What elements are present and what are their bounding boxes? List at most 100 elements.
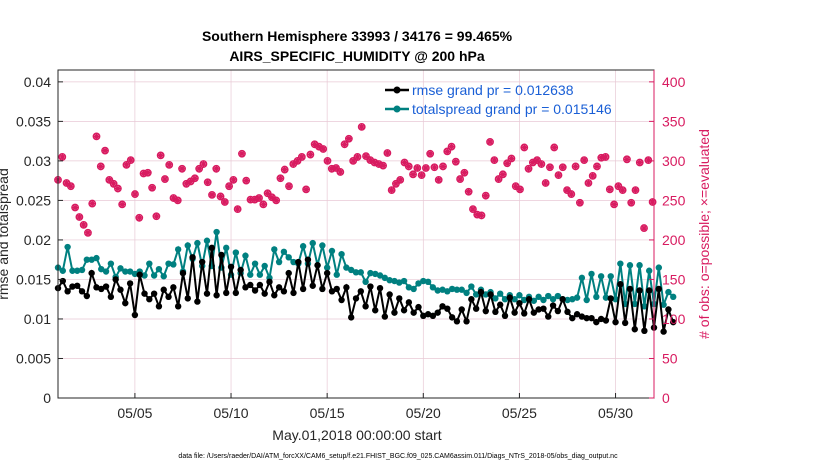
obs-count-point bbox=[417, 171, 426, 180]
obs-count-point bbox=[233, 205, 242, 214]
rmse-point bbox=[275, 284, 283, 291]
obs-count-point bbox=[131, 190, 139, 198]
obs-evaluated-marker bbox=[576, 199, 584, 207]
obs-count-point bbox=[84, 228, 92, 237]
obs-evaluated-marker bbox=[225, 182, 233, 190]
obs-evaluated-marker bbox=[264, 189, 272, 197]
obs-count-point bbox=[297, 153, 306, 161]
obs-count-point bbox=[456, 175, 465, 183]
obs-count-point bbox=[126, 156, 135, 165]
obs-evaluated-marker bbox=[251, 196, 259, 204]
rmse-point bbox=[285, 269, 292, 277]
obs-evaluated-marker bbox=[123, 161, 130, 169]
obs-evaluated-marker bbox=[165, 161, 173, 169]
obs-evaluated-marker bbox=[217, 193, 224, 200]
obs-evaluated-marker bbox=[460, 169, 468, 177]
obs-count-point bbox=[263, 189, 272, 198]
obs-evaluated-marker bbox=[294, 157, 301, 165]
y-tick-label-right: 150 bbox=[662, 271, 686, 287]
rmse-point bbox=[117, 286, 124, 293]
obs-count-point bbox=[443, 147, 452, 156]
spread-point bbox=[641, 303, 648, 310]
y-tick-label-left: 0.005 bbox=[16, 350, 51, 366]
obs-evaluated-marker bbox=[127, 156, 135, 164]
obs-evaluated-marker bbox=[247, 196, 254, 204]
rmse-point bbox=[612, 318, 619, 326]
y-tick-label-left: 0.01 bbox=[24, 311, 51, 327]
spread-point bbox=[540, 296, 547, 304]
obs-count-point bbox=[610, 200, 619, 209]
rmse-point bbox=[213, 292, 220, 299]
rmse-point bbox=[472, 305, 480, 312]
obs-count-point bbox=[75, 213, 84, 221]
grid bbox=[58, 70, 654, 399]
rmse-point bbox=[477, 288, 485, 296]
y-axis-left: 0 0.005 0.01 0.015 0.02 0.025 0.03 0.035 0.04 bbox=[16, 74, 63, 406]
obs-evaluated-marker bbox=[589, 172, 597, 180]
legend-rmse-label: rmse grand pr = 0.012638 bbox=[412, 82, 574, 98]
rmse-point bbox=[665, 306, 672, 313]
obs-evaluated-marker bbox=[242, 177, 250, 185]
spread-point bbox=[458, 286, 465, 293]
obs-count-point bbox=[259, 200, 268, 209]
obs-count-point bbox=[601, 153, 610, 161]
obs-evaluated-marker bbox=[396, 176, 404, 184]
spread-point bbox=[645, 267, 653, 274]
rmse-point bbox=[487, 291, 494, 298]
obs-evaluated-marker bbox=[97, 163, 105, 170]
rmse-point bbox=[621, 319, 629, 327]
obs-evaluated-marker bbox=[105, 176, 113, 184]
spread-point bbox=[530, 297, 538, 304]
rmse-point bbox=[251, 287, 259, 294]
legend-rmse-marker bbox=[393, 86, 401, 94]
spread-point bbox=[636, 262, 643, 269]
obs-evaluated-marker bbox=[110, 180, 118, 188]
rmse-point bbox=[328, 288, 336, 295]
rmse-point bbox=[655, 285, 663, 293]
y-tick-label-left: 0 bbox=[43, 390, 51, 406]
spread-point bbox=[271, 246, 278, 253]
obs-count-point bbox=[400, 158, 409, 167]
obs-evaluated-marker bbox=[435, 176, 443, 184]
obs-evaluated-marker bbox=[238, 150, 246, 158]
spread-point bbox=[184, 242, 191, 249]
obs-count-point bbox=[349, 156, 358, 165]
spread-point bbox=[424, 278, 432, 286]
spread-point bbox=[554, 292, 562, 300]
obs-evaluated-marker bbox=[144, 169, 152, 177]
obs-evaluated-marker bbox=[482, 192, 490, 200]
rmse-point bbox=[69, 283, 76, 290]
obs-evaluated-marker bbox=[597, 154, 605, 162]
obs-evaluated-marker bbox=[259, 200, 267, 208]
rmse-point bbox=[372, 307, 379, 314]
spread-point bbox=[501, 296, 509, 303]
obs-count-point bbox=[494, 175, 503, 183]
rmse-point bbox=[597, 315, 605, 323]
rmse-point bbox=[232, 289, 240, 297]
obs-count-point bbox=[242, 176, 251, 185]
obs-evaluated-marker bbox=[229, 176, 237, 184]
obs-count-point bbox=[588, 172, 597, 180]
spread-point bbox=[564, 296, 571, 304]
rmse-point bbox=[448, 314, 456, 321]
rmse-point bbox=[88, 269, 95, 277]
spread-point bbox=[391, 277, 398, 285]
obs-count-point bbox=[109, 179, 118, 188]
obs-evaluated-marker bbox=[602, 153, 609, 161]
obs-evaluated-marker bbox=[486, 138, 494, 146]
spread-point bbox=[569, 296, 576, 303]
rmse-point bbox=[343, 284, 350, 291]
spread-point bbox=[468, 283, 475, 290]
rmse-point bbox=[170, 284, 177, 291]
rmse-point bbox=[482, 307, 489, 315]
x-tick-label: 05/20 bbox=[406, 405, 441, 421]
rmse-point bbox=[429, 312, 437, 320]
obs-evaluated-marker bbox=[200, 160, 207, 168]
spread-point bbox=[496, 290, 504, 297]
obs-count-point bbox=[413, 164, 422, 172]
obs-count-point bbox=[383, 149, 392, 157]
obs-count-point bbox=[623, 155, 631, 164]
obs-evaluated-marker bbox=[550, 144, 558, 151]
chart-title-line2: AIRS_SPECIFIC_HUMIDITY @ 200 hPa bbox=[229, 48, 485, 64]
rmse-point bbox=[160, 286, 167, 293]
